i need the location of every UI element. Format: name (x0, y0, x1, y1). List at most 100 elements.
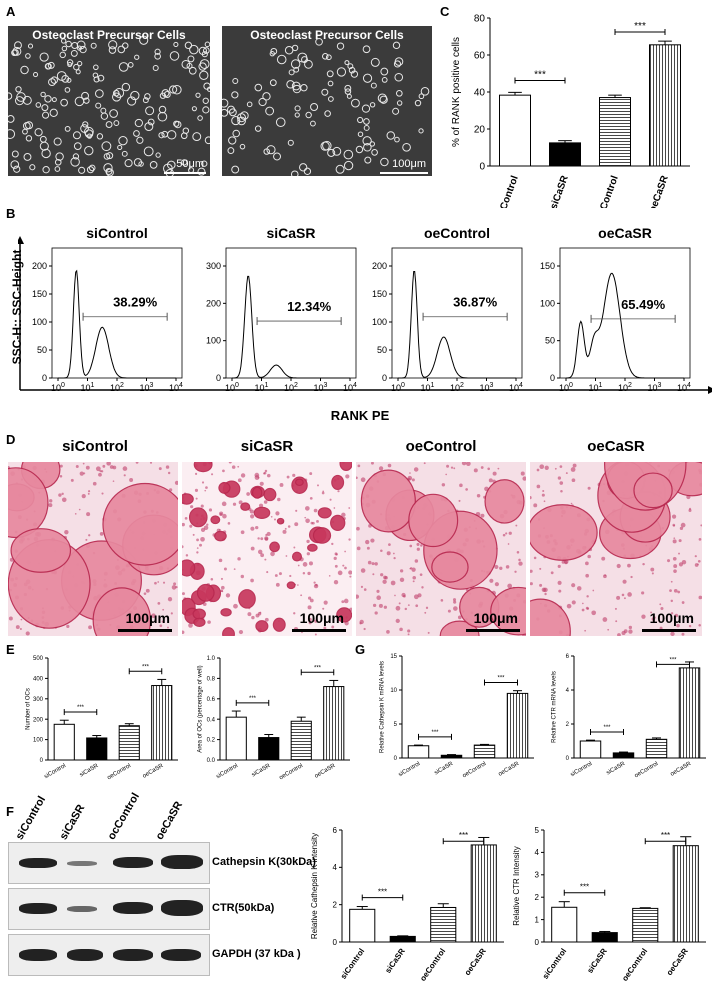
panel-label-a: A (6, 4, 16, 19)
bar (632, 907, 659, 943)
x-category-label: siCaSR (434, 761, 455, 777)
bar (440, 754, 463, 759)
bar (86, 737, 108, 761)
y-tick-label: 0 (550, 373, 555, 383)
x-tick-label: 104 (509, 382, 523, 393)
y-tick-label: 0 (382, 373, 387, 383)
flow-plot-oecontrol: oeControl 0 50 100 150 200 100 101 102 103 104 36.8… (362, 222, 534, 397)
bar (649, 44, 681, 167)
scale-label: 100μm (125, 610, 170, 626)
y-tick-label: 400 (33, 677, 44, 683)
bar (470, 844, 497, 943)
y-tick-label: 0.0 (207, 758, 216, 764)
y-axis-label: Number of OCs (25, 688, 31, 730)
y-tick-label: 10 (390, 688, 397, 694)
x-category-label: oeControl (418, 947, 447, 983)
x-category-label: siControl (398, 761, 422, 778)
y-tick-label: 0 (333, 938, 338, 947)
flow-plot-oecasr: oeCaSR 0 50 100 150 100 101 102 103 104 65.49% (530, 222, 702, 397)
panel-label-g: G (355, 642, 366, 657)
x-tick-label: 103 (314, 382, 328, 393)
scale-label: 100μm (392, 158, 426, 170)
y-tick-label: 100 (206, 336, 221, 346)
blot-gapdh (8, 934, 210, 976)
bar (551, 906, 578, 943)
lane-label-oecasr: oeCaSR (153, 799, 186, 842)
x-category-label: oeCaSR (647, 174, 671, 208)
chart-ctr-intensity: 0 1 2 3 4 5 Relative CTR Intensity siControl siC… (512, 826, 706, 983)
x-category-label: siCaSR (251, 763, 272, 779)
x-category-label: siCaSR (606, 761, 627, 777)
sig-label: *** (77, 705, 85, 711)
x-tick-label: 100 (391, 382, 405, 393)
panel-label-e: E (6, 642, 15, 657)
y-tick-label: 0 (479, 162, 485, 173)
y-tick-label: 6 (333, 826, 338, 835)
y-tick-label: 200 (32, 261, 47, 271)
chart-number-of-ocs: 0 100 200 300 400 500 Number of OCs siControl si… (25, 656, 178, 781)
y-tick-label: 4 (535, 848, 540, 857)
bar (53, 723, 75, 761)
sig-label: *** (378, 888, 387, 897)
y-tick-label: 50 (545, 336, 555, 346)
bar (407, 745, 430, 759)
x-category-label: siCaSR (549, 174, 572, 208)
x-category-label: siControl (495, 174, 520, 208)
flow-plot-sicasr: siCaSR 0 100 200 300 100 101 102 103 104 12.34% (196, 222, 368, 397)
panel-label-f: F (6, 804, 14, 819)
x-tick-label: 102 (284, 382, 298, 393)
x-category-label: siControl (216, 763, 240, 780)
gate-percent: 38.29% (113, 295, 158, 310)
panel-label-c: C (440, 4, 450, 19)
bar (579, 740, 602, 759)
gate-percent: 12.34% (287, 299, 332, 314)
x-tick-label: 102 (450, 382, 464, 393)
sig-label: *** (534, 70, 546, 81)
histogram-curve (58, 269, 176, 379)
flow-plot-sicontrol: siControl 0 50 100 150 200 100 101 102 103 104 38.2… (22, 222, 194, 397)
scale-bar (292, 629, 346, 632)
x-category-label: oeCaSR (670, 761, 693, 778)
lane-label-sicontrol: siControl (13, 794, 49, 842)
x-category-label: siCaSR (79, 763, 100, 779)
histogram-curve (566, 272, 684, 379)
x-tick-label: 101 (81, 382, 95, 393)
scale-label: 100μm (473, 610, 518, 626)
y-tick-label: 2 (566, 722, 570, 728)
y-tick-label: 15 (390, 654, 397, 660)
sig-label: *** (634, 21, 646, 32)
y-tick-label: 20 (474, 125, 486, 136)
y-tick-label: 0.8 (207, 677, 216, 683)
gate-percent: 65.49% (621, 297, 666, 312)
x-category-label: oeControl (594, 174, 621, 208)
x-tick-label: 101 (589, 382, 603, 393)
trap-image-oecasr: 100μm (530, 462, 702, 636)
x-tick-label: 101 (255, 382, 269, 393)
y-tick-label: 100 (33, 738, 44, 744)
y-tick-label: 100 (540, 298, 555, 308)
y-tick-label: 50 (37, 345, 47, 355)
trap-title-oecasr: oeCaSR (587, 438, 645, 455)
chart-area-of-ocs: 0.0 0.2 0.4 0.6 0.8 1.0 Area of OCs (percentag… (197, 656, 350, 781)
micrograph-2: Osteoclast Precursor Cells 100μm (222, 26, 432, 176)
x-tick-label: 103 (480, 382, 494, 393)
histogram-curve (398, 271, 516, 379)
y-axis-label: Relative Cathepsin K mRNA levels (379, 661, 385, 753)
bar (599, 97, 631, 167)
y-tick-label: 0.6 (207, 697, 216, 703)
trap-title-oecontrol: oeControl (405, 438, 477, 455)
bar (549, 142, 581, 167)
sig-label: *** (142, 664, 150, 670)
x-category-label: oeControl (620, 947, 649, 983)
trap-title-sicasr: siCaSR (240, 438, 294, 455)
cell-texture (8, 35, 210, 176)
y-tick-label: 0 (40, 758, 44, 764)
bar (118, 725, 140, 761)
panel-label-d: D (6, 432, 16, 447)
y-tick-label: 150 (372, 289, 387, 299)
x-category-label: siCaSR (585, 947, 609, 975)
bar (473, 744, 496, 759)
flow-frame (18, 236, 712, 394)
flow-x-axis-label: RANK PE (330, 408, 390, 423)
bar (349, 908, 376, 943)
